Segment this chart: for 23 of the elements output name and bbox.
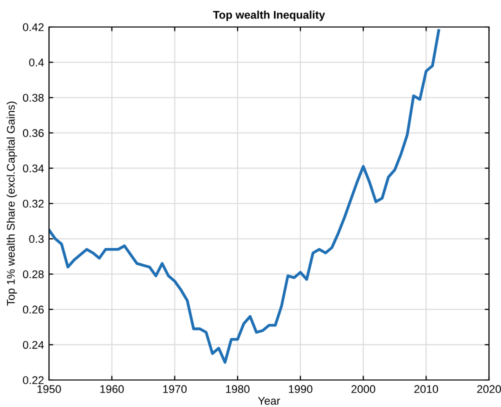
- y-tick-label: 0.42: [22, 23, 44, 32]
- y-tick-label: 0.22: [22, 376, 44, 384]
- y-tick-label: 0.24: [22, 340, 44, 349]
- y-axis-title: Top 1% wealth Share (excl.Capital Gains): [6, 102, 17, 306]
- x-tick-label: 1990: [288, 385, 312, 394]
- x-tick-label: 1980: [226, 385, 250, 394]
- y-tick-label: 0.34: [22, 164, 44, 172]
- line-series: [49, 29, 440, 364]
- y-tick-label: 0.26: [22, 306, 44, 314]
- y-tick-label: 0.3: [29, 235, 44, 243]
- chart-title: Top wealth Inequality: [213, 10, 326, 21]
- x-tick-label: 2020: [477, 385, 501, 394]
- y-tick-label: 0.38: [22, 94, 44, 102]
- y-tick-label: 0.32: [22, 200, 44, 208]
- x-axis-title: Year: [258, 397, 280, 405]
- x-tick-label: 1950: [37, 385, 61, 394]
- y-tick-label: 0.4: [29, 58, 44, 66]
- x-tick-label: 2000: [351, 385, 376, 394]
- x-tick-label: 1970: [163, 385, 187, 394]
- y-tick-label: 0.36: [22, 129, 44, 138]
- y-tick-label: 0.28: [22, 270, 44, 278]
- x-tick-label: 2010: [414, 385, 438, 394]
- x-tick-label: 1960: [100, 385, 124, 394]
